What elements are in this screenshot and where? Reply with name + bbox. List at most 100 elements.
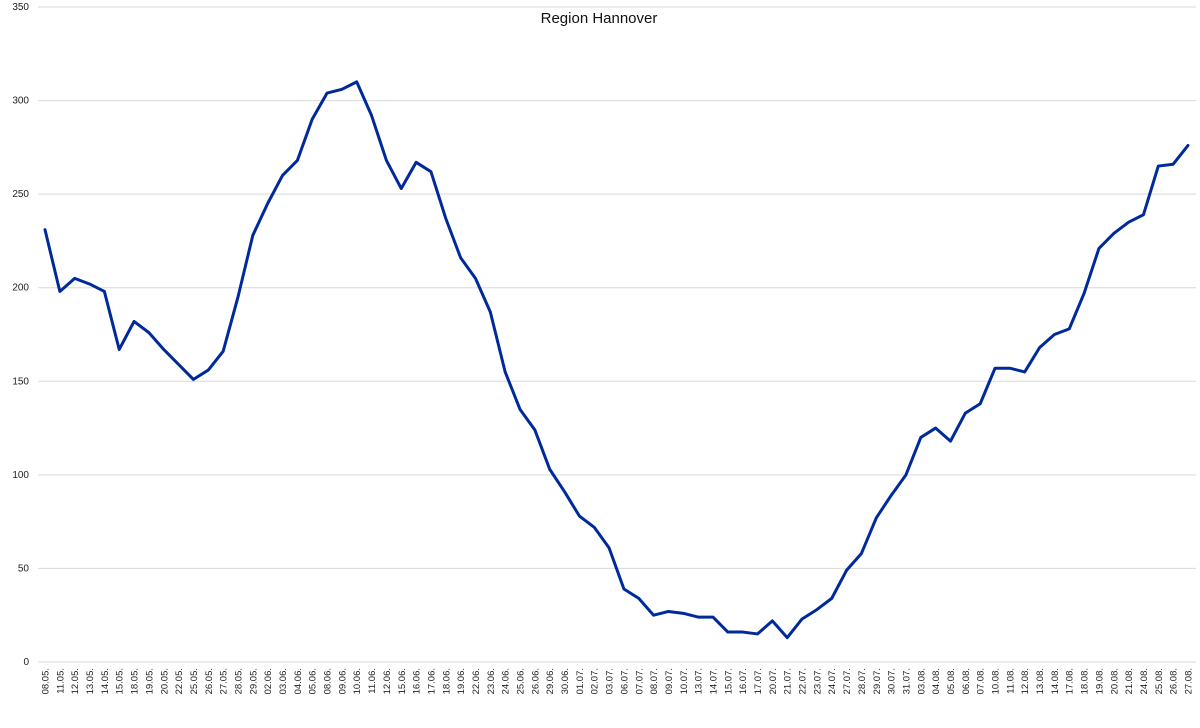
gridlines (38, 6, 1196, 663)
x-tick-label: 03.08. (916, 668, 927, 694)
data-point (103, 290, 106, 293)
x-tick-label: 12.06. (382, 668, 393, 694)
x-tick-label: 21.07. (783, 668, 794, 694)
data-point (741, 630, 744, 634)
data-point (73, 277, 76, 280)
x-tick-label: 26.08. (1169, 668, 1180, 694)
x-tick-label: 23.07. (812, 668, 823, 694)
data-point (474, 277, 477, 280)
x-tick-label: 13.07. (694, 668, 705, 694)
data-point (1157, 164, 1160, 168)
data-point (400, 187, 403, 190)
x-tick-label: 19.08. (1094, 668, 1105, 694)
data-point (266, 202, 269, 205)
x-tick-label: 31.07. (901, 668, 912, 694)
data-point (281, 174, 284, 177)
x-tick-label: 29.05. (248, 668, 259, 694)
x-tick-label: 12.08. (1020, 668, 1031, 694)
y-tick-label: 0 (23, 657, 29, 668)
x-tick-label: 27.07. (842, 668, 853, 694)
x-tick-label: 10.06. (352, 668, 363, 694)
data-point (251, 234, 255, 237)
x-tick-label: 27.05. (219, 668, 230, 694)
x-tick-label: 15.06. (397, 668, 408, 694)
x-tick-label: 25.08. (1154, 668, 1165, 694)
x-tick-label: 29.06. (545, 668, 556, 694)
x-tick-label: 24.07. (827, 668, 838, 694)
x-tick-label: 16.06. (412, 668, 423, 694)
data-point (325, 91, 329, 95)
x-tick-label: 02.07. (590, 668, 601, 694)
data-point (296, 159, 299, 162)
x-tick-label: 05.08. (946, 668, 957, 694)
data-point (1082, 292, 1086, 295)
data-point (58, 290, 62, 293)
data-point (221, 350, 225, 353)
x-tick-label: 19.06. (456, 668, 467, 694)
x-tick-label: 07.08. (976, 668, 987, 694)
data-point (1112, 232, 1115, 235)
data-point (1008, 366, 1012, 370)
y-axis: 0 50 100 150 200 250 300 350 (12, 2, 29, 668)
x-tick-label: 26.05. (204, 668, 215, 694)
data-point (118, 348, 121, 351)
data-point (622, 587, 626, 591)
data-point (192, 378, 195, 381)
data-point (355, 80, 358, 84)
x-tick-label: 20.07. (768, 668, 779, 694)
x-tick-label: 18.05. (130, 668, 141, 694)
data-point (845, 569, 848, 572)
x-tick-label: 04.08. (931, 668, 942, 694)
data-point (726, 630, 730, 634)
data-point (682, 612, 685, 615)
data-point (147, 331, 151, 334)
x-tick-label: 13.08. (1035, 668, 1046, 694)
data-point (607, 546, 611, 550)
x-tick-label: 04.06. (293, 668, 304, 694)
data-point (459, 256, 462, 259)
data-point (370, 114, 373, 117)
data-point (1068, 327, 1071, 331)
x-tick-label: 30.06. (560, 668, 571, 694)
data-point (815, 608, 819, 611)
data-point (711, 615, 715, 619)
x-tick-label: 28.07. (857, 668, 868, 694)
data-point (563, 490, 566, 493)
data-point (786, 636, 789, 639)
series-layer (43, 80, 1190, 640)
data-point (756, 632, 759, 636)
x-tick-label: 11.08. (1005, 668, 1016, 694)
data-point (207, 368, 210, 372)
x-tick-label: 24.06. (501, 668, 512, 694)
x-tick-label: 03.06. (278, 668, 289, 694)
data-point (964, 411, 967, 415)
x-tick-label: 05.06. (308, 668, 319, 694)
data-point (904, 473, 908, 477)
chart-title: Region Hannover (541, 10, 658, 27)
data-point (889, 494, 893, 497)
x-tick-label: 25.05. (189, 668, 200, 694)
data-point (162, 348, 165, 351)
x-tick-label: 22.05. (174, 668, 185, 694)
data-point (489, 310, 492, 314)
data-point (1142, 213, 1145, 216)
data-point (444, 217, 447, 220)
x-tick-label: 19.05. (144, 668, 155, 694)
data-point (177, 363, 180, 366)
x-tick-label: 23.06. (486, 668, 497, 694)
x-tick-label: 22.07. (798, 668, 809, 694)
data-point (934, 426, 937, 430)
y-tick-label: 200 (12, 283, 29, 294)
x-axis: 08.05. 11.05. 12.05. 13.05. 14.05. 15.05. 18.0… (41, 668, 1195, 694)
x-tick-label: 06.07. (619, 668, 630, 694)
x-tick-label: 08.06. (323, 668, 334, 694)
x-tick-label: 07.07. (634, 668, 645, 694)
x-tick-label: 14.07. (708, 668, 719, 694)
x-tick-label: 20.08. (1109, 668, 1120, 694)
x-tick-label: 22.06. (471, 668, 482, 694)
data-point (340, 88, 344, 91)
x-tick-label: 08.07. (649, 668, 660, 694)
x-tick-label: 09.06. (337, 668, 348, 694)
data-point (236, 295, 240, 299)
